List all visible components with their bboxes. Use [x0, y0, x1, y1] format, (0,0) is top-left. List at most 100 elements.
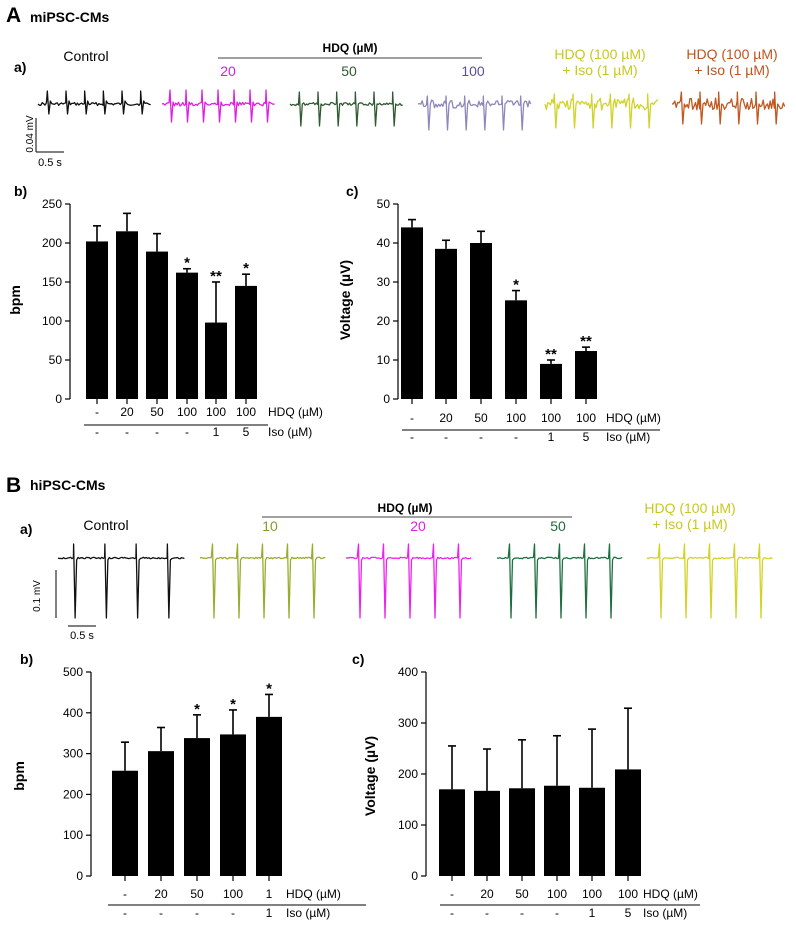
condition-iso: -: [520, 906, 524, 920]
trace-label-line2: + Iso (1 µM): [652, 516, 727, 532]
condition-iso: -: [231, 906, 235, 920]
y-axis-label: Voltage (µV): [362, 736, 378, 816]
trace-label: 100: [461, 63, 485, 79]
ecg-trace: [496, 543, 623, 619]
bar: [112, 770, 138, 876]
bar: [205, 322, 227, 399]
y-axis-label: Voltage (µV): [337, 260, 353, 340]
trace-label: HDQ (100 µM): [554, 46, 645, 62]
trace-label-line2: + Iso (1 µM): [562, 62, 637, 78]
condition-iso: -: [155, 425, 159, 439]
y-tick-label: 0: [55, 392, 62, 406]
y-tick-label: 100: [42, 314, 62, 328]
panel-b-title: hiPSC-CMs: [30, 477, 106, 493]
panel-b-hdq-header: HDQ (µM): [378, 501, 433, 515]
y-tick-label: 100: [63, 828, 83, 842]
y-tick-label: 0: [76, 869, 83, 883]
trace-label: 20: [410, 518, 426, 534]
condition-iso: -: [514, 430, 518, 444]
trace-label: HDQ (100 µM): [644, 500, 735, 516]
y-tick-label: 50: [377, 197, 391, 211]
time-scale-label: 0.5 s: [70, 630, 94, 642]
condition-hdq: 20: [154, 887, 168, 901]
panel-b-traces: Control 10 20 50 HDQ (100 µM)+ Iso (1 µM) 0.1…: [32, 500, 773, 642]
y-tick-label: 300: [398, 716, 418, 730]
trace-label: 20: [220, 63, 236, 79]
bar: [575, 351, 597, 399]
significance-marker: *: [243, 260, 249, 277]
panel-a-traces-label: a): [14, 59, 26, 75]
condition-hdq: 50: [515, 887, 529, 901]
chart-panel-label: c): [352, 651, 364, 667]
bar: [509, 788, 535, 876]
condition-hdq: 100: [618, 887, 638, 901]
chart-panel-label: b): [14, 183, 27, 199]
ecg-trace: [646, 543, 773, 619]
ecg-trace: [544, 93, 659, 129]
hdq-row-label: HDQ (µM): [268, 405, 323, 419]
y-tick-label: 150: [42, 275, 62, 289]
significance-marker: *: [194, 701, 200, 718]
y-tick-label: 100: [398, 818, 418, 832]
iso-row-label: Iso (µM): [286, 906, 330, 920]
trace-label: 50: [341, 63, 357, 79]
trace-label: Control: [63, 48, 108, 64]
significance-marker: *: [266, 680, 272, 697]
y-tick-label: 0: [411, 869, 418, 883]
bar: [176, 272, 198, 399]
ecg-trace: [57, 543, 185, 619]
condition-hdq: 50: [150, 405, 164, 419]
bar: [235, 285, 257, 399]
y-tick-label: 30: [377, 275, 391, 289]
significance-marker: **: [545, 346, 557, 363]
ecg-trace: [161, 89, 275, 123]
trace-label: Control: [83, 517, 128, 533]
condition-hdq: 20: [439, 411, 453, 425]
y-tick-label: 40: [377, 236, 391, 250]
y-tick-label: 50: [49, 353, 63, 367]
y-tick-label: 200: [63, 787, 83, 801]
panel-a-letter: A: [6, 4, 21, 27]
panel-b-voltage-chart: c) Voltage (µV) 0 100 200 300 400 - - 20 - 50 - 100 - 1…: [352, 651, 700, 920]
ecg-trace: [289, 91, 403, 127]
panel-a-hdq-header: HDQ (µM): [323, 41, 378, 55]
y-axis-label: bpm: [11, 761, 27, 791]
ecg-trace: [671, 91, 786, 125]
condition-hdq: 100: [236, 405, 256, 419]
bar: [86, 241, 108, 399]
condition-iso: 5: [243, 425, 250, 439]
condition-iso: -: [555, 906, 559, 920]
condition-iso: 1: [548, 430, 555, 444]
bar: [148, 751, 174, 876]
hdq-row-label: HDQ (µM): [643, 887, 698, 901]
bar: [544, 785, 570, 876]
significance-marker: **: [210, 268, 222, 285]
chart-panel-label: c): [346, 183, 358, 199]
voltage-scale-label: 0.04 mV: [25, 115, 36, 153]
condition-hdq: 100: [206, 405, 226, 419]
y-tick-label: 500: [63, 665, 83, 679]
bar: [474, 790, 500, 876]
condition-hdq: 20: [120, 405, 134, 419]
significance-marker: *: [184, 255, 190, 272]
condition-hdq: 1: [266, 887, 273, 901]
condition-iso: -: [95, 425, 99, 439]
bar: [615, 769, 641, 876]
trace-label: HDQ (100 µM): [686, 46, 777, 62]
condition-iso: -: [485, 906, 489, 920]
bar: [579, 787, 605, 876]
bar: [116, 231, 138, 399]
y-tick-label: 400: [63, 706, 83, 720]
condition-iso: -: [123, 906, 127, 920]
condition-iso: -: [125, 425, 129, 439]
y-tick-label: 10: [377, 353, 391, 367]
condition-iso: -: [479, 430, 483, 444]
bar: [540, 363, 562, 399]
y-tick-label: 0: [383, 392, 390, 406]
condition-iso: -: [159, 906, 163, 920]
panel-b-letter: B: [6, 474, 21, 497]
condition-iso: -: [444, 430, 448, 444]
condition-iso: -: [450, 906, 454, 920]
condition-iso: 1: [589, 906, 596, 920]
